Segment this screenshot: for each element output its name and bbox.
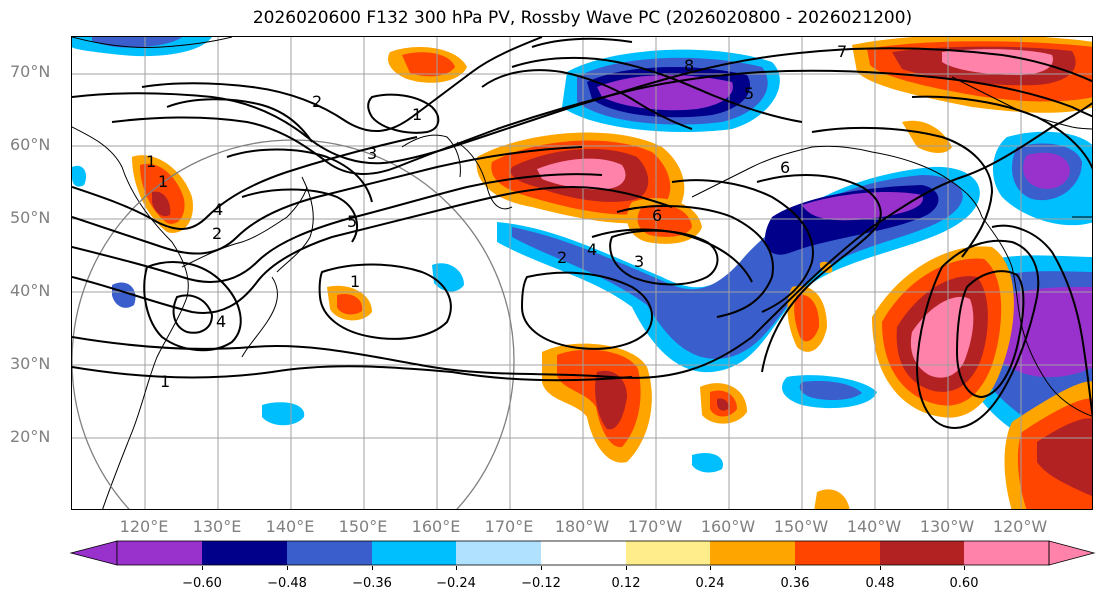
colorbar-segment bbox=[626, 541, 710, 565]
contour-label: 5 bbox=[744, 84, 754, 103]
colorbar-extend-high bbox=[1048, 540, 1096, 566]
colorbar-tickmark bbox=[541, 566, 542, 570]
anomaly-blob-small-neg-6 bbox=[72, 165, 87, 187]
contour-label: 6 bbox=[652, 206, 662, 225]
contour-label: 2 bbox=[312, 92, 322, 111]
lat-label-60n: 60°N bbox=[10, 135, 51, 154]
lat-label-20n: 20°N bbox=[10, 427, 51, 446]
colorbar-tick-label: −0.24 bbox=[436, 576, 476, 591]
colorbar-tick-label: −0.48 bbox=[267, 576, 307, 591]
lon-label-160e: 160°E bbox=[411, 517, 461, 536]
lon-label-150e: 150°E bbox=[338, 517, 388, 536]
contour-label: 1 bbox=[158, 172, 168, 191]
map-title: 2026020600 F132 300 hPa PV, Rossby Wave … bbox=[252, 8, 913, 28]
lat-label-70n: 70°N bbox=[10, 62, 51, 81]
colorbar-tick-label: −0.36 bbox=[352, 576, 392, 591]
contour-label: 7 bbox=[837, 42, 847, 61]
colorbar-tick-label: 0.60 bbox=[949, 576, 979, 591]
contour-label: 2 bbox=[212, 224, 222, 243]
colorbar-segment bbox=[880, 541, 964, 565]
colorbar-segment bbox=[710, 541, 795, 565]
lon-label-150w: 150°W bbox=[773, 517, 829, 536]
lon-label-130w: 130°W bbox=[919, 517, 975, 536]
colorbar-tick-label: 0.48 bbox=[865, 576, 895, 591]
contour-label: 4 bbox=[587, 240, 597, 259]
colorbar bbox=[69, 540, 1096, 566]
contour-label: 2 bbox=[557, 248, 567, 267]
colorbar-tickmark bbox=[880, 566, 881, 570]
colorbar-tick-label: −0.12 bbox=[521, 576, 561, 591]
colorbar-segment bbox=[117, 541, 202, 565]
contour-label: 1 bbox=[412, 105, 422, 124]
lon-label-140e: 140°E bbox=[265, 517, 315, 536]
colorbar-extend-low bbox=[69, 540, 118, 566]
colorbar-tickmark bbox=[710, 566, 711, 570]
colorbar-segment bbox=[372, 541, 456, 565]
colorbar-segment bbox=[964, 541, 1049, 565]
colorbar-segment bbox=[795, 541, 880, 565]
contour-label: 1 bbox=[350, 272, 360, 291]
contour-label: 3 bbox=[367, 144, 377, 163]
colorbar-tick-label: −0.60 bbox=[182, 576, 222, 591]
anomaly-blob-small-neg-4 bbox=[692, 452, 723, 473]
colorbar-tickmark bbox=[795, 566, 796, 570]
contour-label: 5 bbox=[347, 212, 357, 231]
colorbar-segment bbox=[541, 541, 626, 565]
contour-label: 1 bbox=[146, 152, 156, 171]
lon-label-140w: 140°W bbox=[846, 517, 902, 536]
contour-label: 6 bbox=[780, 158, 790, 177]
anomaly-blob-small-pos-6 bbox=[819, 261, 833, 273]
colorbar-tickmark bbox=[287, 566, 288, 570]
focus-circle bbox=[72, 139, 515, 509]
lon-label-120w: 120°W bbox=[992, 517, 1048, 536]
colorbar-tick-label: 0.24 bbox=[695, 576, 725, 591]
anomaly-blob-small-pos-5 bbox=[814, 489, 850, 509]
lat-label-30n: 30°N bbox=[10, 354, 51, 373]
colorbar-segment bbox=[287, 541, 372, 565]
contour-label: 4 bbox=[216, 312, 226, 331]
colorbar-tick-label: 0.36 bbox=[780, 576, 810, 591]
colorbar-tickmark bbox=[372, 566, 373, 570]
colorbar-segment bbox=[456, 541, 541, 565]
lon-label-180w: 180°W bbox=[554, 517, 610, 536]
colorbar-tickmark bbox=[626, 566, 627, 570]
contour-label: 1 bbox=[160, 372, 170, 391]
map-panel: 7 2 1 8 5 3 6 4 2 1 1 5 1 2 4 3 1 4 6 bbox=[71, 36, 1093, 510]
lon-label-120e: 120°E bbox=[119, 517, 169, 536]
contour-label: 4 bbox=[213, 200, 223, 219]
anomaly-blob-small-neg-3 bbox=[432, 263, 464, 292]
colorbar-tickmark bbox=[456, 566, 457, 570]
colorbar-outline bbox=[116, 540, 1050, 566]
colorbar-tickmark bbox=[964, 566, 965, 570]
anomaly-blob-small-neg-5 bbox=[112, 282, 136, 308]
anomaly-blob-small-neg-2 bbox=[262, 402, 305, 426]
colorbar-tick-label: 0.12 bbox=[611, 576, 641, 591]
lat-label-40n: 40°N bbox=[10, 281, 51, 300]
contour-label: 3 bbox=[634, 252, 644, 271]
lon-label-170w: 170°W bbox=[627, 517, 683, 536]
contour-label: 8 bbox=[684, 56, 694, 75]
lon-label-170e: 170°E bbox=[484, 517, 534, 536]
lon-label-160w: 160°W bbox=[700, 517, 756, 536]
colorbar-segment bbox=[202, 541, 287, 565]
colorbar-tickmark bbox=[202, 566, 203, 570]
lat-label-50n: 50°N bbox=[10, 208, 51, 227]
lon-label-130e: 130°E bbox=[192, 517, 242, 536]
pv-map: 7 2 1 8 5 3 6 4 2 1 1 5 1 2 4 3 1 4 6 bbox=[72, 37, 1092, 509]
pv-contours bbox=[72, 37, 1092, 429]
